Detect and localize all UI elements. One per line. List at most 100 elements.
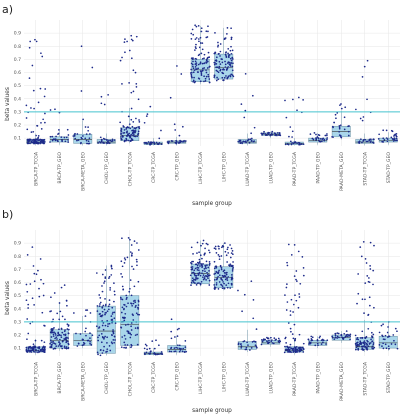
- panel-a-points: [166, 65, 187, 145]
- panel-a-point: [138, 126, 141, 128]
- panel-a-point: [52, 138, 54, 141]
- panel-a-point: [121, 83, 123, 85]
- panel-b-point: [44, 348, 46, 351]
- panel-a-point: [203, 80, 205, 83]
- panel-b-point: [98, 313, 101, 315]
- panel-a-point: [229, 49, 232, 52]
- panel-a-point: [262, 132, 265, 135]
- panel-a-point: [138, 119, 140, 121]
- panel-a-point: [130, 137, 133, 140]
- panel-a-point: [368, 138, 371, 141]
- panel-b-point: [53, 327, 55, 329]
- panel-a-point: [277, 132, 279, 134]
- panel-a-point: [184, 140, 187, 142]
- panel-b-point: [373, 306, 375, 309]
- panel-a-point: [360, 138, 362, 141]
- panel-b-point: [208, 269, 210, 272]
- panel-a-point: [230, 73, 233, 76]
- panel-b-point: [192, 253, 194, 255]
- panel-b-point: [296, 351, 298, 353]
- panel-b-point: [120, 260, 123, 263]
- panel-a-point: [122, 132, 125, 134]
- panel-b-point: [40, 278, 42, 281]
- panel-a-points: [72, 45, 94, 145]
- panel-b-point: [50, 343, 53, 346]
- panel-b-point: [136, 260, 138, 263]
- panel-b-point: [103, 282, 105, 284]
- panel-b-point: [302, 342, 305, 345]
- panel-b-point: [202, 239, 205, 242]
- panel-b-point: [126, 296, 128, 299]
- panel-a-x-tick-label: CHOL-TP_GEO: [104, 152, 110, 184]
- panel-b-point: [369, 265, 371, 267]
- panel-a-point: [85, 133, 88, 135]
- panel-b-point: [371, 335, 373, 337]
- panel-b-point: [38, 351, 41, 353]
- panel-a-point: [149, 105, 152, 108]
- panel-a-point: [217, 44, 220, 47]
- panel-a-point: [80, 45, 83, 48]
- panel-a-point: [344, 106, 347, 109]
- panel-b-x-tick-label: LUAD-TP_TCGA: [245, 361, 251, 396]
- panel-b-point: [378, 331, 381, 334]
- panel-b-point: [31, 246, 34, 248]
- panel-b-point: [82, 341, 85, 344]
- panel-a-point: [128, 49, 131, 52]
- panel-b-point: [170, 318, 173, 321]
- panel-b-point: [215, 266, 218, 269]
- panel-b-point: [256, 346, 258, 349]
- panel-b-point: [200, 280, 203, 283]
- panel-b-point: [308, 341, 311, 343]
- panel-b-points: [143, 339, 164, 356]
- panel-b-point: [307, 338, 310, 341]
- panel-b-point: [124, 312, 127, 315]
- panel-a-y-tick-label: 0.3: [14, 109, 21, 115]
- panel-b-point: [355, 338, 358, 341]
- panel-b-point: [66, 304, 68, 307]
- panel-b-point: [192, 271, 195, 274]
- panel-b-point: [199, 274, 202, 277]
- panel-b-point: [129, 287, 131, 290]
- panel-b-point: [302, 351, 305, 353]
- panel-b-point: [121, 265, 124, 268]
- panel-a-point: [51, 135, 54, 138]
- panel-a-point: [392, 138, 395, 141]
- panel-b-point: [101, 324, 104, 327]
- panel-a-point: [221, 61, 224, 64]
- panel-a-point: [279, 134, 282, 137]
- panel-b-point: [292, 337, 295, 340]
- panel-a-point: [292, 98, 294, 101]
- panel-b-point: [136, 242, 138, 244]
- panel-a-point: [370, 140, 372, 142]
- panel-a-point: [197, 67, 199, 70]
- panel-b-point: [193, 269, 196, 272]
- panel-b-point: [194, 274, 196, 277]
- panel-b-point: [101, 285, 103, 287]
- panel-a-point: [137, 130, 140, 133]
- panel-a-point: [216, 76, 218, 79]
- panel-b-point: [61, 331, 64, 334]
- panel-b-point: [222, 281, 224, 283]
- panel-b-point: [110, 264, 113, 267]
- panel-b-point: [114, 339, 116, 341]
- panel-a-point: [167, 142, 170, 145]
- panel-a-point: [326, 133, 328, 135]
- panel-a-point: [313, 132, 316, 134]
- panel-b-point: [170, 350, 173, 353]
- panel-b-point: [32, 348, 35, 351]
- panel-b-point: [226, 279, 229, 281]
- panel-b-point: [110, 265, 113, 268]
- panel-a-point: [190, 62, 193, 65]
- panel-a-point: [317, 134, 320, 136]
- panel-b-point: [302, 348, 305, 351]
- panel-a-point: [80, 90, 83, 92]
- panel-b-point: [125, 294, 128, 297]
- panel-b-point: [50, 296, 52, 299]
- panel-b-point: [364, 337, 367, 340]
- panel-b-point: [112, 332, 115, 334]
- panel-b-point: [230, 265, 233, 268]
- panel-a-point: [214, 51, 217, 54]
- panel-b-x-tick-label: CRC-TP_GEO: [174, 362, 180, 391]
- panel-b-point: [371, 336, 374, 339]
- panel-b-point: [111, 334, 113, 337]
